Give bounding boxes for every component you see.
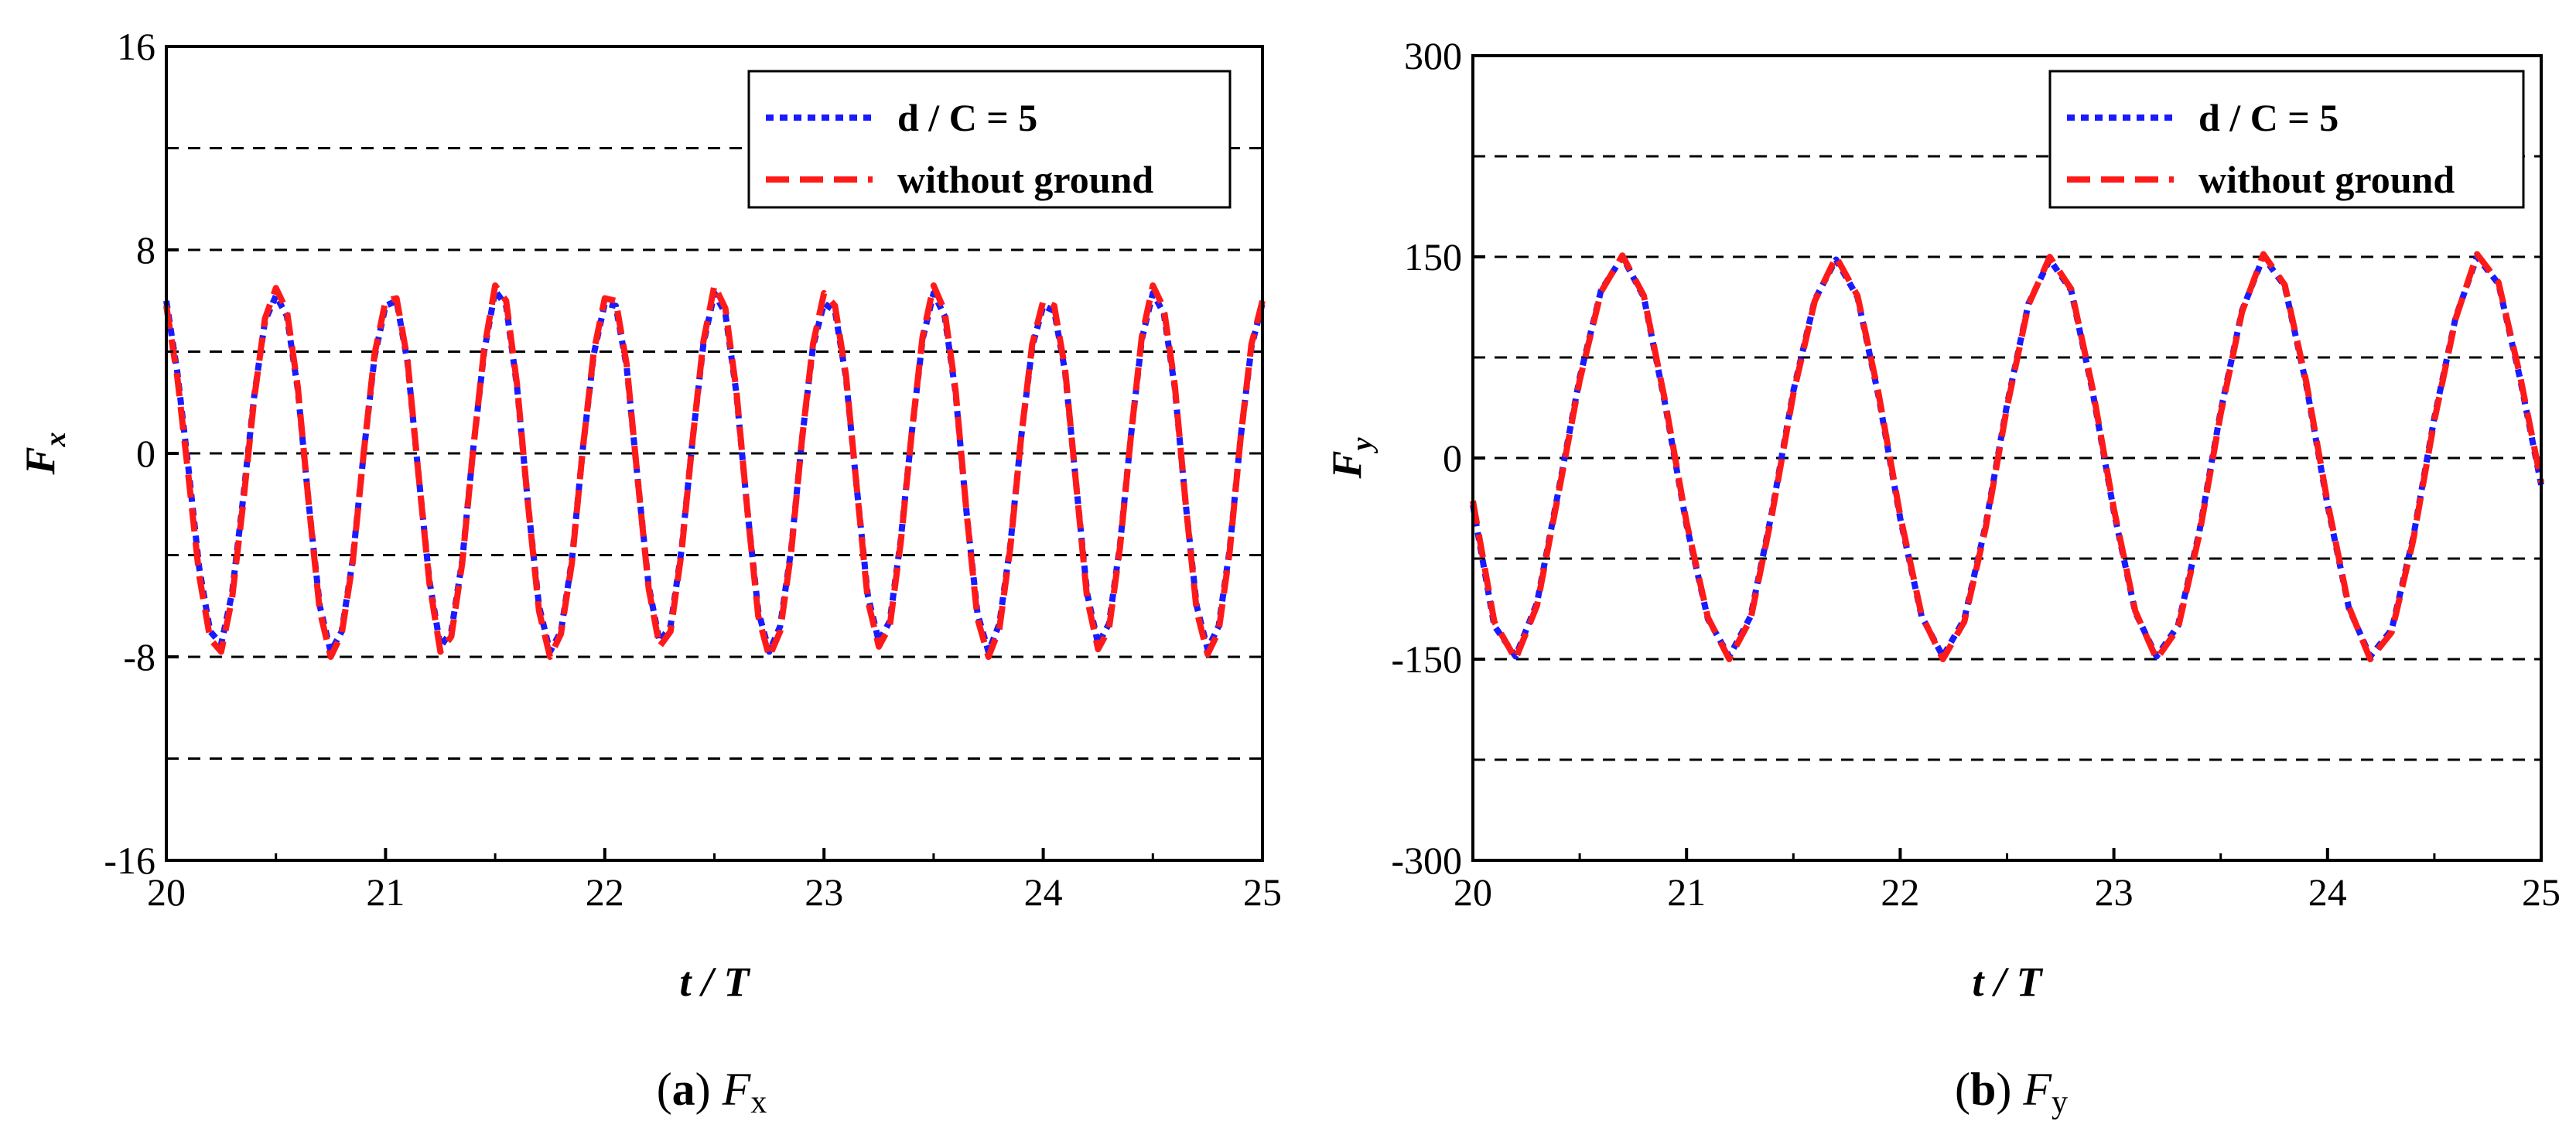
tick-labels: 20 21 22 23 24 25 -300 -150 0 150 300 bbox=[1391, 34, 2561, 914]
tick-labels: 20 21 22 23 24 25 -16 -8 0 8 16 bbox=[104, 25, 1282, 914]
legend-label-d-c-5: d / C = 5 bbox=[897, 96, 1037, 139]
y-tick-label: 0 bbox=[1443, 436, 1462, 480]
x-tick-label: 23 bbox=[805, 870, 843, 914]
x-tick-label: 24 bbox=[2308, 870, 2347, 914]
legend: d / C = 5 without ground bbox=[747, 70, 1232, 209]
y-tick-label: 300 bbox=[1404, 34, 1462, 77]
caption-letter: b bbox=[1970, 1064, 1996, 1115]
x-axis-title: t / T bbox=[1973, 959, 2044, 1005]
legend-box bbox=[747, 70, 1232, 209]
legend-box bbox=[2048, 70, 2525, 209]
x-tick-label: 22 bbox=[586, 870, 624, 914]
x-tick-label: 23 bbox=[2095, 870, 2134, 914]
y-axis-title-sub: x bbox=[39, 432, 72, 447]
y-axis-title: Fx bbox=[17, 432, 72, 475]
y-tick-label: -8 bbox=[123, 635, 155, 679]
x-tick-label: 21 bbox=[1667, 870, 1706, 914]
gridlines bbox=[166, 147, 1262, 760]
series-layer bbox=[163, 282, 1266, 660]
x-tick-label: 25 bbox=[2522, 870, 2561, 914]
caption-symbol: F bbox=[2022, 1064, 2052, 1115]
y-tick-label: -300 bbox=[1391, 839, 1462, 882]
chart-panel-fy: 20 21 22 23 24 25 -300 -150 0 150 300 t / T Fy d /… bbox=[1324, 34, 2561, 1120]
y-tick-label: 16 bbox=[117, 25, 155, 68]
caption-open-paren: ( bbox=[657, 1064, 672, 1115]
x-tick-label: 24 bbox=[1024, 870, 1063, 914]
series-layer bbox=[1470, 251, 2544, 662]
caption-close-paren: ) bbox=[1996, 1064, 2023, 1115]
x-tick-label: 22 bbox=[1881, 870, 1919, 914]
y-tick-label: -150 bbox=[1391, 637, 1462, 681]
axis-ticks bbox=[165, 45, 1264, 862]
series-line-d-c-5 bbox=[163, 287, 1266, 655]
y-axis-title-sub: y bbox=[1346, 437, 1379, 453]
axis-ticks bbox=[1471, 54, 2543, 862]
y-tick-label: 150 bbox=[1404, 235, 1462, 279]
x-tick-label: 21 bbox=[366, 870, 405, 914]
caption-subscript: y bbox=[2052, 1085, 2068, 1120]
y-tick-label: 0 bbox=[136, 432, 155, 475]
caption-subscript: x bbox=[750, 1085, 767, 1120]
legend-label-without-ground: without ground bbox=[897, 158, 1153, 201]
caption-symbol: F bbox=[722, 1064, 752, 1115]
legend-label-without-ground: without ground bbox=[2198, 158, 2455, 201]
x-tick-label: 25 bbox=[1243, 870, 1282, 914]
x-axis-title: t / T bbox=[680, 959, 751, 1005]
x-tick-label: 20 bbox=[147, 870, 186, 914]
legend: d / C = 5 without ground bbox=[2048, 70, 2525, 209]
gridlines bbox=[1473, 155, 2541, 761]
y-axis-title: Fy bbox=[1324, 437, 1379, 479]
y-tick-label: -16 bbox=[104, 839, 155, 882]
series-line-without-ground bbox=[163, 282, 1266, 660]
caption-close-paren: ) bbox=[695, 1064, 723, 1115]
chart-panel-fx: 20 21 22 23 24 25 -16 -8 0 8 16 t / T Fx d / C = 5… bbox=[17, 25, 1282, 1120]
panel-caption: (a) Fx bbox=[657, 1064, 767, 1120]
series-line-without-ground bbox=[1470, 251, 2544, 662]
y-axis-title-main: F bbox=[17, 446, 63, 475]
y-axis-title-main: F bbox=[1324, 450, 1370, 479]
x-tick-label: 20 bbox=[1454, 870, 1492, 914]
caption-open-paren: ( bbox=[1955, 1064, 1970, 1115]
legend-label-d-c-5: d / C = 5 bbox=[2198, 96, 2339, 139]
series-line-d-c-5 bbox=[1470, 254, 2544, 660]
caption-letter: a bbox=[672, 1064, 695, 1115]
panel-caption: (b) Fy bbox=[1955, 1064, 2068, 1120]
y-tick-label: 8 bbox=[136, 228, 155, 272]
